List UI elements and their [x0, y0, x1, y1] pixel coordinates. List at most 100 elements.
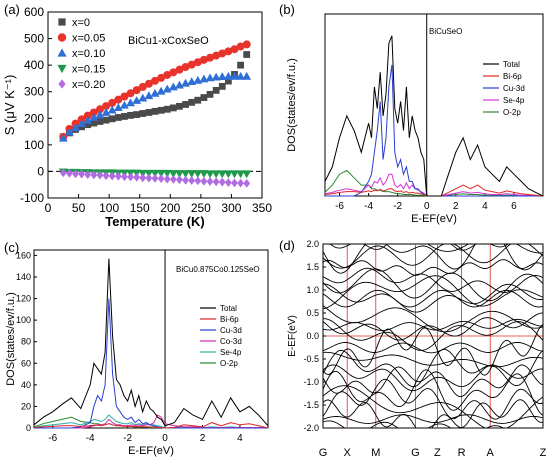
band-line: [329, 244, 543, 251]
band-line: [323, 289, 543, 308]
kpoint-label: G: [411, 447, 420, 459]
data-point: [224, 77, 232, 85]
data-point: [71, 123, 80, 131]
x-tick-label: 300: [221, 201, 241, 215]
data-point: [163, 70, 172, 79]
y-axis-label: DOS(states/ev/f.u.): [286, 58, 298, 152]
data-point: [163, 174, 171, 184]
data-point: [96, 170, 104, 180]
data-point: [212, 86, 220, 94]
x-tick-label: 0: [45, 201, 52, 215]
legend-label: Total: [503, 60, 520, 69]
x-tick-label: 4: [237, 433, 243, 444]
data-point: [217, 170, 227, 179]
panel-d: G X M G Z R A Z 2.0 1.5 1.0 0.5 0.0 -0.5 -1.0 -1.5 -2.0 E…: [275, 232, 550, 468]
data-point: [205, 170, 215, 179]
data-point: [194, 176, 202, 186]
data-point: [218, 177, 226, 187]
data-point: [84, 170, 92, 180]
data-point: [163, 105, 171, 113]
data-point: [157, 73, 166, 82]
x-tick-label: 100: [99, 201, 119, 215]
band-line: [323, 323, 543, 376]
data-point: [157, 174, 165, 184]
band-lines: [323, 244, 543, 428]
data-point: [206, 53, 215, 62]
data-point: [211, 72, 221, 81]
data-point: [108, 171, 116, 181]
legend-label: Co-3d: [220, 337, 242, 346]
x-tick-label: 250: [191, 201, 211, 215]
band-line: [323, 364, 543, 398]
y-tick-label: 500: [24, 32, 44, 46]
band-line: [351, 244, 543, 254]
data-point: [126, 89, 135, 98]
series-Se-4p: [324, 173, 543, 197]
y-tick-label: -100: [20, 191, 44, 205]
y-tick-label: 100: [24, 138, 44, 152]
data-point: [205, 73, 215, 82]
data-point: [126, 98, 135, 107]
data-point: [102, 171, 110, 181]
band-line: [323, 244, 543, 269]
data-point: [176, 175, 183, 185]
y-tick-label: 300: [24, 85, 44, 99]
data-point: [224, 178, 232, 187]
data-point: [77, 119, 87, 127]
legend-label: x=0.20: [72, 79, 105, 91]
data-point: [223, 71, 233, 80]
y-tick-label: 0.5: [306, 308, 319, 318]
panel-label: (d): [279, 238, 295, 253]
data-point: [211, 170, 221, 179]
data-point: [151, 107, 159, 115]
data-point: [176, 102, 183, 110]
y-axis-label: S (μV K⁻¹): [2, 75, 17, 136]
data-point: [133, 172, 141, 182]
y-tick-label: -1.5: [303, 400, 319, 410]
legend-label: Bi-6p: [220, 315, 239, 324]
y-tick-label: -0.5: [303, 354, 319, 364]
data-point: [133, 111, 141, 118]
data-point: [139, 173, 147, 183]
chart-annotation: BiCuSeO: [429, 27, 462, 36]
kpoint-label: G: [319, 447, 328, 459]
data-point: [57, 33, 67, 42]
data-point: [188, 98, 196, 106]
y-tick-label: 1.5: [306, 262, 319, 272]
x-tick-label: 350: [252, 201, 272, 215]
data-point: [224, 47, 233, 56]
data-point: [114, 95, 123, 104]
data-point: [83, 111, 92, 120]
legend-label: x=0.15: [72, 64, 105, 76]
y-tick-label: -2.0: [303, 423, 319, 433]
x-tick-label: -4: [86, 433, 95, 444]
y-tick-label: 600: [24, 5, 44, 19]
y-tick-label: 1.0: [306, 285, 319, 295]
data-point: [151, 173, 159, 183]
data-point: [181, 63, 190, 72]
data-point: [237, 61, 244, 69]
legend-label: Se-4p: [503, 96, 525, 105]
y-tick-label: 0: [37, 164, 44, 178]
data-point: [212, 177, 220, 187]
chart-annotation: BiCu1-xCoxSeO: [128, 35, 209, 47]
data-point: [89, 108, 98, 117]
data-point: [218, 49, 227, 58]
y-tick-label: 2.0: [306, 239, 319, 249]
data-point: [199, 74, 209, 83]
data-point: [175, 65, 184, 74]
legend-label: O-2p: [503, 108, 521, 117]
y-tick-label: 0: [26, 423, 31, 433]
panel-label: (a): [4, 2, 20, 17]
data-point: [242, 170, 252, 179]
series-Total: [324, 35, 544, 197]
data-point: [108, 115, 116, 123]
data-point: [217, 72, 227, 80]
data-point: [187, 77, 197, 86]
band-line: [323, 420, 505, 428]
data-point: [59, 168, 67, 178]
x-tick-label: 200: [160, 201, 180, 215]
dos-chart-bicucoseo: -6 -4 -2 0 2 4020406080100120140160E-EF(eV)DO…: [4, 240, 269, 457]
data-point: [89, 113, 99, 121]
data-point: [101, 108, 111, 116]
